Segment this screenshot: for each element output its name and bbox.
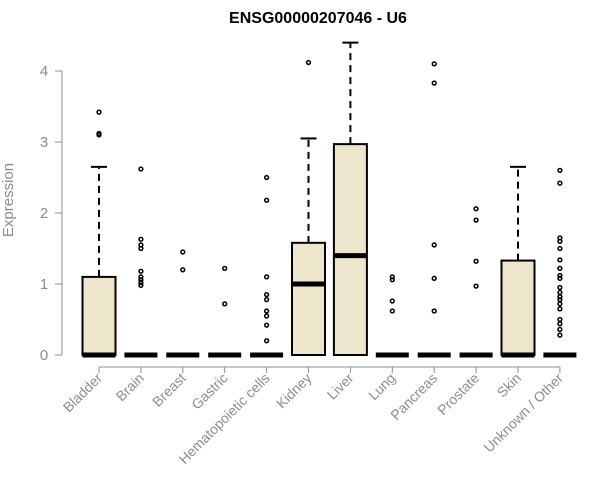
outlier-point — [263, 296, 270, 303]
outlier-point — [431, 242, 437, 248]
outlier-point — [263, 322, 270, 328]
outlier-point — [263, 308, 270, 314]
outlier-point — [473, 258, 479, 264]
y-tick-label: 4 — [40, 63, 48, 80]
outlier-point — [557, 265, 563, 272]
outlier-point — [473, 283, 479, 289]
outlier-point — [96, 109, 102, 115]
outlier-point — [557, 321, 563, 327]
outlier-point — [557, 306, 563, 312]
outlier-point — [557, 332, 563, 338]
outlier-point — [389, 308, 395, 314]
box-group — [208, 265, 242, 358]
box-iqr — [500, 259, 536, 357]
y-axis: 0 1 2 3 4 — [40, 63, 63, 364]
outlier-point — [263, 292, 270, 298]
box-group — [375, 274, 409, 358]
outlier-point — [557, 180, 563, 186]
x-tick-label: Lung — [365, 370, 398, 403]
outlier-point — [557, 272, 563, 279]
outlier-point — [138, 279, 144, 286]
outlier-point — [389, 277, 395, 283]
outlier-point — [138, 277, 144, 283]
outlier-point — [138, 268, 144, 274]
outlier-point — [138, 242, 144, 248]
outlier-point — [557, 301, 563, 307]
outlier-point — [473, 206, 479, 212]
box-group — [124, 166, 158, 358]
outlier-point — [138, 282, 144, 289]
outlier-point — [305, 59, 312, 66]
outlier-point — [389, 298, 395, 304]
x-tick-label: Skin — [494, 370, 525, 401]
outlier-point — [557, 296, 563, 303]
outlier-point — [557, 284, 563, 291]
outlier-point — [557, 316, 563, 323]
x-tick-label: Liver — [324, 370, 357, 403]
outlier-point — [138, 166, 144, 172]
outlier-point — [557, 245, 563, 252]
y-tick-label: 1 — [40, 276, 48, 293]
box-group — [81, 109, 117, 358]
outlier-point — [473, 217, 479, 223]
outlier-point — [431, 80, 437, 86]
outlier-point — [138, 274, 144, 280]
outlier-point — [557, 257, 563, 263]
box-iqr — [332, 143, 368, 356]
outlier-point — [431, 308, 437, 314]
x-tick-label: Kidney — [273, 370, 315, 412]
outlier-point — [557, 235, 563, 241]
outlier-point — [557, 289, 563, 296]
box-group — [166, 249, 200, 358]
box-group — [500, 165, 536, 358]
outlier-point — [557, 294, 563, 300]
box-group — [332, 41, 368, 356]
outlier-point — [431, 61, 437, 67]
box-group — [459, 206, 493, 358]
outlier-point — [557, 275, 563, 281]
outlier-point — [431, 275, 437, 281]
y-axis-label: Expression — [0, 163, 17, 237]
outlier-point — [263, 197, 270, 203]
box-group — [417, 61, 451, 358]
outlier-point — [263, 174, 270, 181]
outlier-point — [557, 326, 563, 333]
outlier-point — [96, 130, 102, 137]
outlier-point — [263, 338, 270, 344]
boxes-group — [81, 41, 577, 358]
outlier-point — [180, 267, 186, 273]
y-tick-label: 2 — [40, 205, 48, 222]
box-group — [543, 167, 577, 358]
outlier-point — [138, 236, 144, 242]
box-iqr — [291, 241, 326, 357]
x-tick-label: Pancreas — [387, 370, 440, 423]
x-tick-label: Prostate — [434, 370, 482, 418]
y-tick-label: 0 — [40, 347, 48, 364]
box-group — [250, 174, 284, 358]
x-tick-label: Brain — [113, 370, 147, 404]
outlier-point — [222, 265, 228, 272]
outlier-point — [389, 274, 395, 280]
x-tick-label: Unknown / Other — [480, 370, 566, 456]
y-tick-label: 3 — [40, 134, 48, 151]
outlier-point — [180, 249, 186, 255]
box-group — [291, 59, 326, 357]
box-iqr — [81, 275, 117, 356]
x-tick-label: Breast — [149, 370, 189, 410]
outlier-point — [557, 167, 563, 174]
outlier-point — [263, 313, 270, 319]
chart-title: ENSG00000207046 - U6 — [229, 10, 407, 27]
x-tick-label: Bladder — [60, 370, 106, 416]
outlier-point — [222, 301, 228, 307]
outlier-point — [263, 274, 270, 280]
